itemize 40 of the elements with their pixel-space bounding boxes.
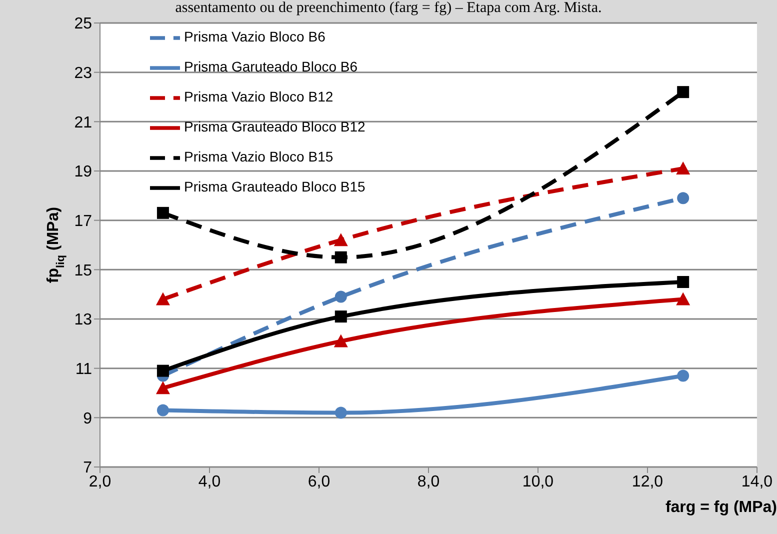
point [156, 404, 169, 416]
point [677, 192, 690, 204]
point [677, 370, 690, 382]
y-tick-label: 11 [75, 361, 92, 378]
legend-label: Prisma Vazio Bloco B15 [184, 148, 334, 165]
y-tick-label: 17 [74, 213, 92, 230]
y-tick-label: 13 [74, 312, 92, 329]
legend-label: Prisma Garuteado Bloco B6 [184, 58, 358, 75]
point [677, 86, 690, 98]
y-tick-label: 19 [74, 164, 92, 181]
legend-label: Prisma Vazio Bloco B12 [184, 88, 334, 105]
point [156, 292, 170, 306]
y-tick-label: 23 [74, 65, 92, 82]
y-tick-label: 21 [74, 114, 92, 132]
point [676, 162, 690, 175]
x-tick-label: 14,0 [741, 473, 773, 490]
legend-label: Prisma Grauteado Bloco B12 [184, 118, 366, 135]
y-tick-label: 15 [74, 262, 92, 280]
point [156, 364, 169, 377]
x-tick-label: 4,0 [198, 473, 221, 490]
point [334, 310, 347, 323]
legend-label: Prisma Grauteado Bloco B15 [184, 178, 366, 195]
point [677, 276, 690, 288]
x-tick-label: 6,0 [308, 473, 330, 490]
point [334, 290, 347, 303]
point [334, 406, 347, 419]
x-tick-label: 10,0 [522, 473, 554, 490]
x-tick-label: 8,0 [417, 473, 440, 490]
y-tick-label: 9 [83, 410, 92, 428]
x-axis-title: farg = fg (MPa) [665, 499, 777, 516]
x-tick-label: 12,0 [632, 473, 664, 490]
chart-title: assentamento ou de preenchimento (farg = fg) – Etapa com Arg. Mista. [174, 0, 603, 17]
point [334, 233, 348, 246]
point [334, 334, 348, 348]
legend-label: Prisma Vazio Bloco B6 [184, 28, 326, 45]
point [156, 381, 170, 394]
y-tick-label: 25 [74, 16, 92, 33]
point [676, 292, 690, 306]
point [156, 206, 169, 219]
point [334, 251, 347, 264]
